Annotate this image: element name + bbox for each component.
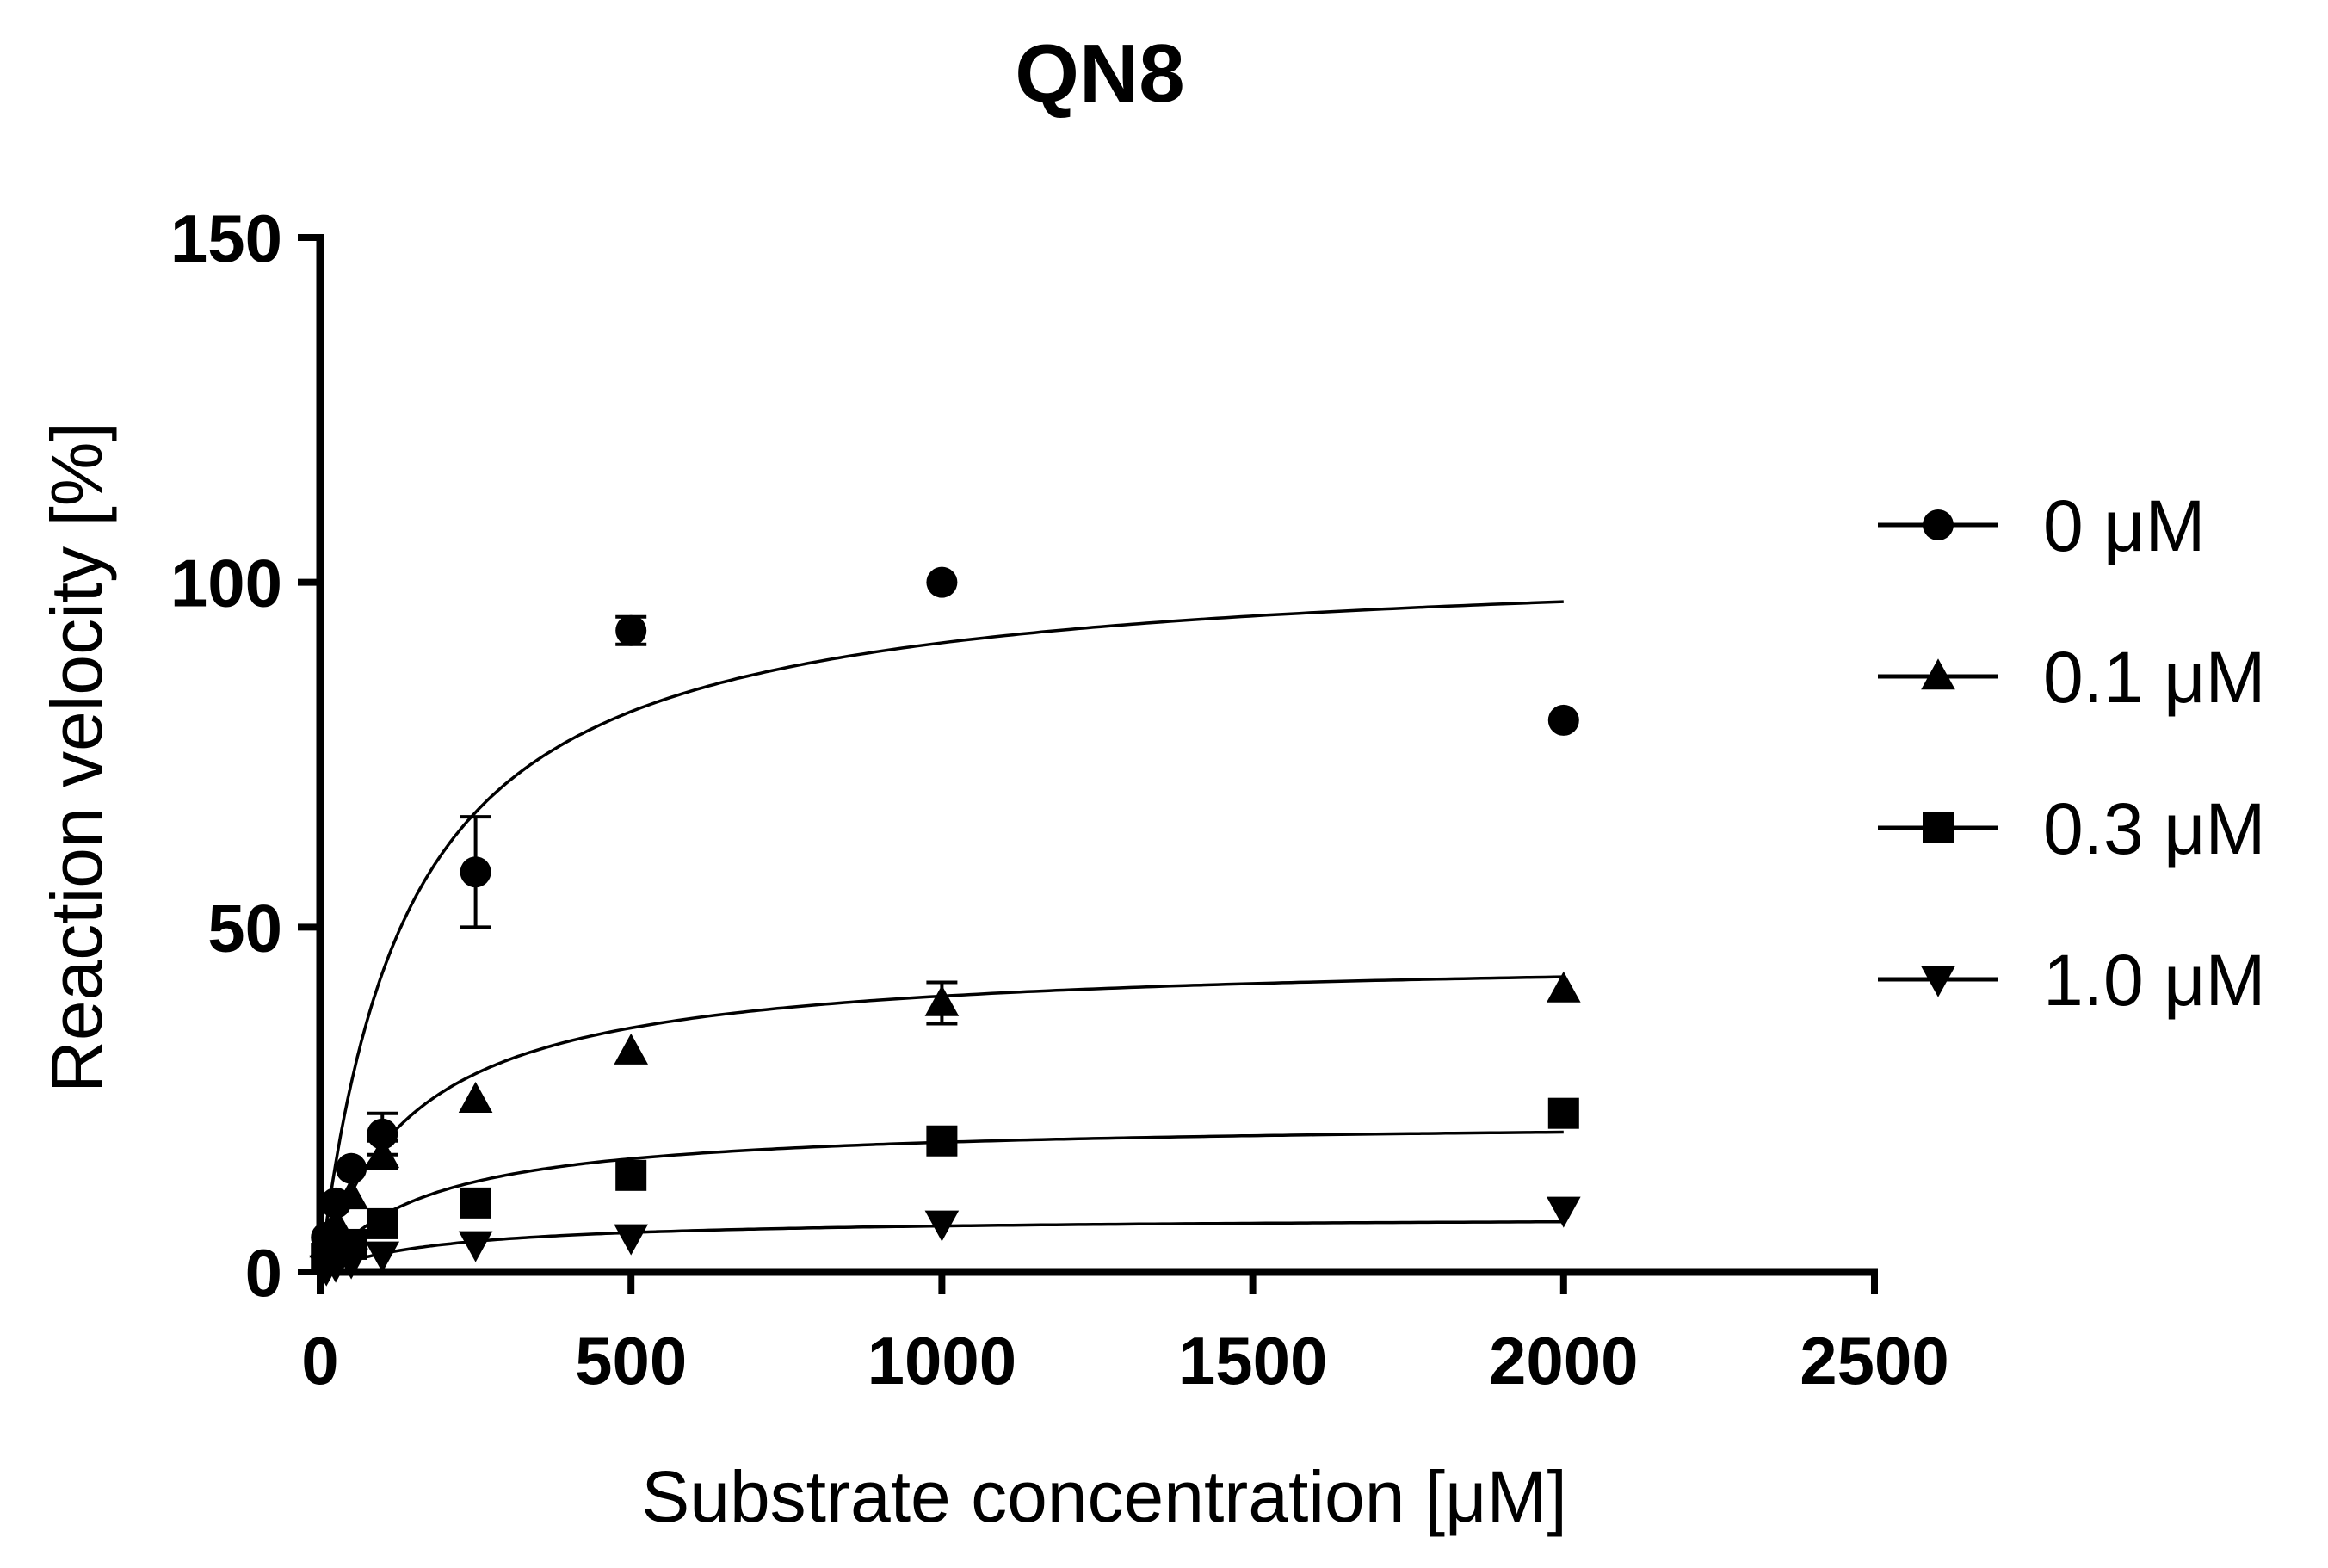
series-3 — [309, 1196, 1581, 1287]
x-tick-label: 500 — [575, 1323, 687, 1398]
data-point — [1547, 1196, 1581, 1228]
data-point — [1547, 971, 1581, 1003]
fit-curve — [324, 600, 1564, 1225]
legend-label: 1.0 μM — [2043, 940, 2265, 1021]
data-point — [367, 1207, 398, 1239]
data-point — [334, 1248, 368, 1280]
data-point — [460, 1187, 491, 1219]
y-tick-label: 0 — [245, 1235, 282, 1311]
x-axis-title: Substrate concentration [μM] — [641, 1456, 1567, 1537]
data-point — [1547, 704, 1579, 736]
data-point — [460, 856, 491, 888]
legend-entry: 0 μM — [1878, 485, 2205, 566]
x-tick-label: 0 — [301, 1323, 338, 1398]
x-tick-label: 1000 — [868, 1323, 1017, 1398]
ticks: 0 500 1000 1500 2000 2500 0 50 100 150 — [170, 201, 1949, 1398]
data-point — [614, 1224, 648, 1256]
data-point — [458, 1231, 493, 1262]
data-point — [1547, 1097, 1579, 1129]
legend-label: 0.1 μM — [2043, 637, 2265, 718]
data-point — [334, 1178, 368, 1210]
legend-marker — [1921, 966, 1955, 997]
legend-entry: 0.1 μM — [1878, 637, 2265, 718]
series-2 — [311, 1097, 1579, 1274]
data-point — [365, 1241, 400, 1273]
legend-entry: 1.0 μM — [1878, 940, 2265, 1021]
x-tick-label: 2500 — [1800, 1323, 1949, 1398]
legend-label: 0.3 μM — [2043, 788, 2265, 869]
legend-marker — [1923, 509, 1954, 540]
data-point — [615, 1159, 647, 1191]
y-tick-label: 150 — [170, 201, 282, 276]
plot-area — [309, 566, 1581, 1287]
data-point — [924, 1210, 960, 1242]
legend-label: 0 μM — [2043, 485, 2205, 566]
x-tick-label: 2000 — [1489, 1323, 1639, 1398]
data-point — [926, 1125, 958, 1157]
legend-marker — [1921, 658, 1955, 690]
axes — [316, 234, 1878, 1276]
data-point — [365, 1137, 400, 1169]
data-point — [924, 985, 960, 1016]
legend: 0 μM 0.1 μM 0.3 μM 1.0 μM — [1878, 485, 2265, 1021]
legend-marker — [1923, 812, 1954, 843]
y-axis-title: Reaction velocity [%] — [36, 422, 117, 1093]
x-tick-label: 1500 — [1178, 1323, 1328, 1398]
y-tick-label: 100 — [170, 546, 282, 621]
data-point — [458, 1081, 493, 1113]
legend-entry: 0.3 μM — [1878, 788, 2265, 869]
data-point — [926, 566, 958, 598]
y-tick-label: 50 — [207, 890, 282, 966]
chart-title: QN8 — [1015, 28, 1184, 120]
data-point — [614, 1033, 648, 1065]
data-point — [615, 614, 647, 646]
